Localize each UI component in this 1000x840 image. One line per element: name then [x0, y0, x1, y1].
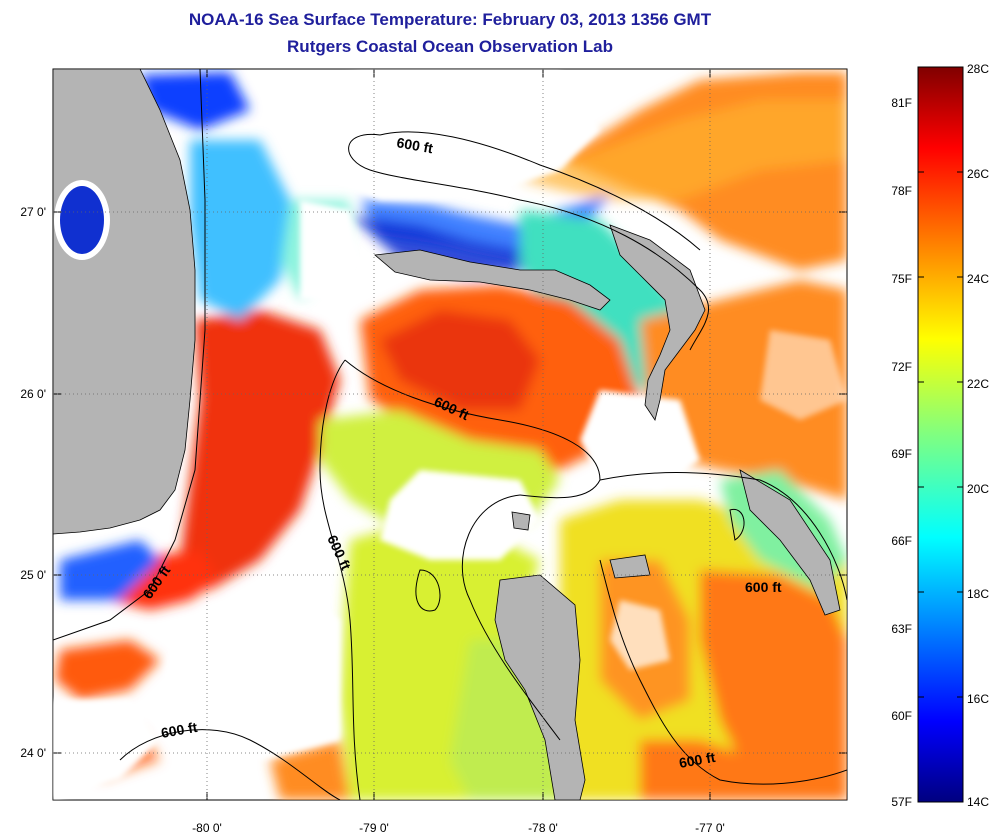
lon-tick-label: -79 0' [359, 821, 389, 835]
colorbar-fahrenheit-label: 57F [891, 795, 912, 809]
colorbar-fahrenheit-label: 81F [891, 96, 912, 110]
colorbar-celsius-label: 18C [967, 587, 989, 601]
lat-tick-label: 25 0' [20, 568, 46, 582]
colorbar-celsius-label: 16C [967, 692, 989, 706]
lon-tick-label: -80 0' [192, 821, 222, 835]
lat-tick-label: 26 0' [20, 387, 46, 401]
colorbar-fahrenheit-label: 66F [891, 534, 912, 548]
colorbar-celsius-label: 14C [967, 795, 989, 809]
colorbar-ticks [918, 66, 963, 698]
colorbar-celsius-label: 28C [967, 62, 989, 76]
colorbar-fahrenheit-label: 72F [891, 360, 912, 374]
colorbar-celsius-label: 22C [967, 377, 989, 391]
colorbar-celsius-label: 24C [967, 272, 989, 286]
sst-field [53, 69, 847, 800]
colorbar-fahrenheit-label: 69F [891, 447, 912, 461]
contour-label: 600 ft [745, 579, 782, 595]
contour-label: 600 ft [160, 719, 199, 741]
grand-bahama-land [374, 249, 611, 311]
lat-tick-label: 24 0' [20, 746, 46, 760]
graticule [53, 69, 847, 800]
colorbar-fahrenheit-label: 75F [891, 272, 912, 286]
colorbar-fahrenheit-label: 63F [891, 622, 912, 636]
andros-land [494, 574, 586, 800]
colorbar-fahrenheit-label: 60F [891, 709, 912, 723]
map-subtitle: Rutgers Coastal Ocean Observation Lab [287, 37, 613, 56]
colorbar-celsius-label: 26C [967, 167, 989, 181]
colorbar-fahrenheit-label: 78F [891, 184, 912, 198]
lon-tick-label: -77 0' [695, 821, 725, 835]
bathymetry-contours [53, 69, 847, 800]
eleuthera-land [739, 469, 841, 616]
lat-tick-label: 27 0' [20, 205, 46, 219]
map-title: NOAA-16 Sea Surface Temperature: Februar… [188, 10, 712, 29]
colorbar [917, 66, 964, 803]
contour-label: 600 ft [678, 749, 717, 771]
abaco-land [609, 224, 706, 421]
lon-tick-label: -78 0' [528, 821, 558, 835]
contour-label: 600 ft [395, 134, 434, 156]
colorbar-celsius-label: 20C [967, 482, 989, 496]
